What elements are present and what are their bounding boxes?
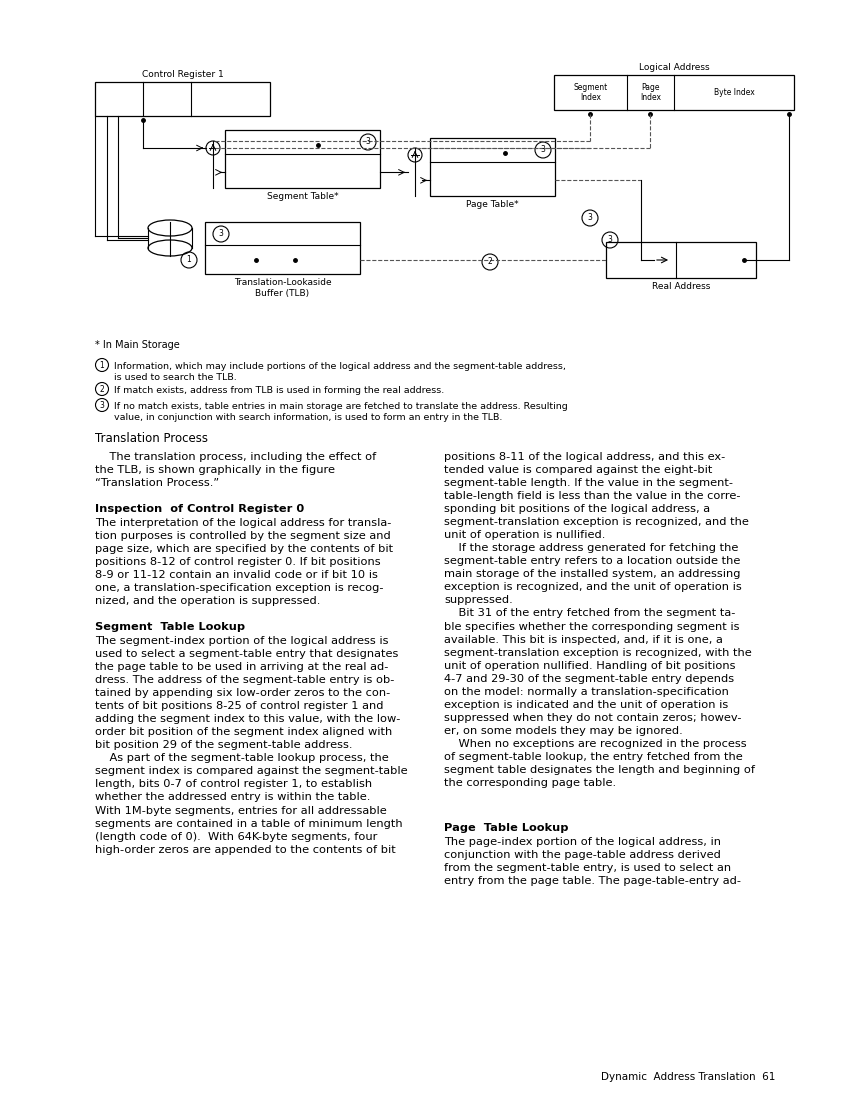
Text: * In Main Storage: * In Main Storage <box>95 340 180 350</box>
Text: 3: 3 <box>218 230 223 239</box>
Text: Logical Address: Logical Address <box>638 63 709 72</box>
Text: Segment
Index: Segment Index <box>573 82 608 102</box>
Bar <box>225 130 380 188</box>
Text: Page  Table Lookup: Page Table Lookup <box>444 823 569 833</box>
Text: 2: 2 <box>487 257 492 266</box>
Text: Page Table*: Page Table* <box>466 200 519 209</box>
Bar <box>430 138 555 196</box>
Bar <box>554 75 794 110</box>
Text: Translation-Lookaside
Buffer (TLB): Translation-Lookaside Buffer (TLB) <box>233 278 331 298</box>
Text: 3: 3 <box>99 400 104 409</box>
Text: Translation Process: Translation Process <box>95 432 208 446</box>
Text: The interpretation of the logical address for transla-
tion purposes is controll: The interpretation of the logical addres… <box>95 518 393 606</box>
Bar <box>606 242 756 278</box>
Bar <box>95 82 270 116</box>
Text: The translation process, including the effect of
the TLB, is shown graphically i: The translation process, including the e… <box>95 452 376 488</box>
Text: 2: 2 <box>99 385 104 394</box>
Text: 3: 3 <box>608 235 612 244</box>
Text: Information, which may include portions of the logical address and the segment-t: Information, which may include portions … <box>114 362 566 383</box>
Bar <box>205 222 360 274</box>
Text: Dynamic  Address Translation  61: Dynamic Address Translation 61 <box>600 1072 775 1082</box>
Text: 3: 3 <box>541 145 545 154</box>
Text: Control Register 1: Control Register 1 <box>142 70 223 79</box>
Text: positions 8-11 of the logical address, and this ex-
tended value is compared aga: positions 8-11 of the logical address, a… <box>444 452 755 788</box>
Text: The page-index portion of the logical address, in
conjunction with the page-tabl: The page-index portion of the logical ad… <box>444 837 741 887</box>
Text: If match exists, address from TLB is used in forming the real address.: If match exists, address from TLB is use… <box>114 386 444 395</box>
Text: 1: 1 <box>99 361 104 370</box>
Text: The segment-index portion of the logical address is
used to select a segment-tab: The segment-index portion of the logical… <box>95 636 408 855</box>
Text: Segment Table*: Segment Table* <box>267 192 338 201</box>
Text: 3: 3 <box>588 213 593 222</box>
Text: Inspection  of Control Register 0: Inspection of Control Register 0 <box>95 504 304 514</box>
Text: Segment  Table Lookup: Segment Table Lookup <box>95 621 245 632</box>
Text: Real Address: Real Address <box>652 282 710 292</box>
Text: Byte Index: Byte Index <box>714 88 755 97</box>
Text: Page
Index: Page Index <box>640 82 661 102</box>
Text: 1: 1 <box>187 255 191 264</box>
Text: If no match exists, table entries in main storage are fetched to translate the a: If no match exists, table entries in mai… <box>114 402 568 422</box>
Text: 3: 3 <box>366 138 370 146</box>
